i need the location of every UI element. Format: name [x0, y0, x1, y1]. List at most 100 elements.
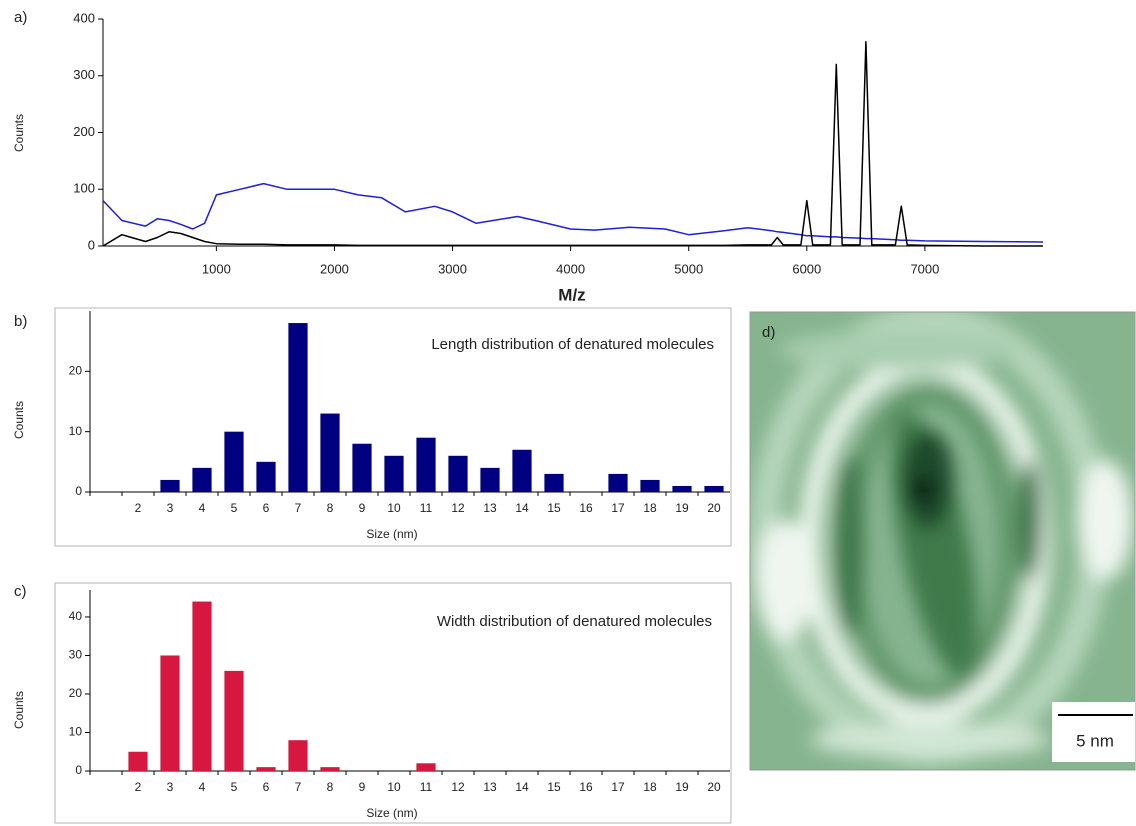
panel-frame — [54, 307, 732, 547]
bar — [160, 655, 180, 771]
x-tick-label: 17 — [611, 780, 625, 794]
x-tick-label: 4 — [199, 780, 206, 794]
x-tick-label: 20 — [707, 780, 721, 794]
bar — [128, 751, 148, 771]
x-tick-label: 6 — [263, 501, 270, 515]
bar — [288, 323, 308, 492]
x-tick-label: 12 — [451, 780, 465, 794]
x-tick-label: 14 — [515, 501, 529, 515]
y-tick-label: 300 — [73, 67, 95, 82]
x-tick-label: 19 — [675, 780, 689, 794]
x-tick-label: 4000 — [556, 261, 585, 276]
bar — [608, 473, 628, 492]
bar — [704, 485, 724, 492]
bar — [320, 767, 340, 771]
bar — [416, 763, 436, 771]
x-tick-label: 5 — [231, 501, 238, 515]
x-tick-label: 13 — [483, 501, 497, 515]
bar — [192, 601, 212, 771]
x-tick-label: 15 — [547, 501, 561, 515]
x-tick-label: 7 — [295, 780, 302, 794]
bar — [672, 485, 692, 492]
data-line — [102, 40, 1043, 247]
y-tick-label: 0 — [88, 237, 95, 252]
bar — [256, 461, 276, 492]
x-tick-label: 3000 — [438, 261, 467, 276]
y-tick-label: 0 — [75, 763, 82, 777]
panel-frame — [54, 582, 732, 824]
x-axis-title: M/z — [558, 285, 585, 304]
x-tick-label: 2 — [135, 501, 142, 515]
x-tick-label: 14 — [515, 780, 529, 794]
x-tick-label: 15 — [547, 780, 561, 794]
x-tick-label: 8 — [327, 501, 334, 515]
y-tick-label: 40 — [69, 609, 83, 623]
x-tick-label: 8 — [327, 780, 334, 794]
bar — [544, 473, 564, 492]
x-tick-label: 5000 — [674, 261, 703, 276]
x-tick-label: 2 — [135, 780, 142, 794]
y-axis-title: Counts — [12, 114, 26, 152]
panel-label: b) — [14, 313, 27, 330]
x-axis-title: Size (nm) — [366, 527, 417, 541]
x-axis-title: Size (nm) — [366, 806, 417, 820]
y-axis-title: Counts — [12, 401, 26, 439]
bar — [256, 767, 276, 771]
x-tick-label: 16 — [579, 780, 593, 794]
bar — [352, 443, 372, 492]
scale-box — [1052, 702, 1135, 762]
annotation: Length distribution of denatured molecul… — [431, 336, 714, 353]
micrograph — [750, 312, 1135, 770]
x-tick-label: 3 — [167, 501, 174, 515]
bar — [480, 467, 500, 492]
bar — [160, 479, 180, 492]
x-tick-label: 7000 — [910, 261, 939, 276]
y-tick-label: 0 — [75, 484, 82, 498]
bar — [224, 670, 244, 771]
bar — [384, 455, 404, 492]
bar — [320, 413, 340, 492]
x-tick-label: 6 — [263, 780, 270, 794]
bar — [192, 467, 212, 492]
panel-label: d) — [762, 324, 775, 341]
x-tick-label: 11 — [420, 780, 433, 794]
x-tick-label: 5 — [231, 780, 238, 794]
x-tick-label: 10 — [387, 780, 401, 794]
x-tick-label: 17 — [611, 501, 625, 515]
x-tick-label: 18 — [643, 780, 657, 794]
x-tick-label: 19 — [675, 501, 689, 515]
x-tick-label: 16 — [579, 501, 593, 515]
y-tick-label: 20 — [69, 364, 83, 378]
y-tick-label: 20 — [69, 686, 83, 700]
x-tick-label: 2000 — [320, 261, 349, 276]
x-tick-label: 4 — [199, 501, 206, 515]
panel-label: c) — [14, 583, 27, 600]
x-tick-label: 20 — [707, 501, 721, 515]
bar — [640, 479, 660, 492]
y-tick-label: 30 — [69, 648, 83, 662]
y-axis-title: Counts — [12, 691, 26, 729]
x-tick-label: 9 — [359, 501, 366, 515]
panel-label: a) — [14, 9, 27, 26]
y-tick-label: 10 — [69, 424, 83, 438]
x-tick-label: 6000 — [792, 261, 821, 276]
scale-label: 5 nm — [1076, 731, 1114, 750]
y-tick-label: 200 — [73, 124, 95, 139]
y-tick-label: 10 — [69, 725, 83, 739]
x-tick-label: 10 — [387, 501, 401, 515]
x-tick-label: 1000 — [202, 261, 231, 276]
x-tick-label: 13 — [483, 780, 497, 794]
bar — [512, 449, 532, 492]
bar — [416, 437, 436, 492]
x-tick-label: 11 — [420, 501, 433, 515]
x-tick-label: 18 — [643, 501, 657, 515]
x-tick-label: 12 — [451, 501, 465, 515]
bar — [224, 431, 244, 492]
x-tick-label: 7 — [295, 501, 302, 515]
image-frame — [749, 311, 1136, 771]
x-tick-label: 9 — [359, 780, 366, 794]
annotation: Width distribution of denatured molecule… — [437, 613, 712, 630]
data-line — [102, 182, 1044, 243]
